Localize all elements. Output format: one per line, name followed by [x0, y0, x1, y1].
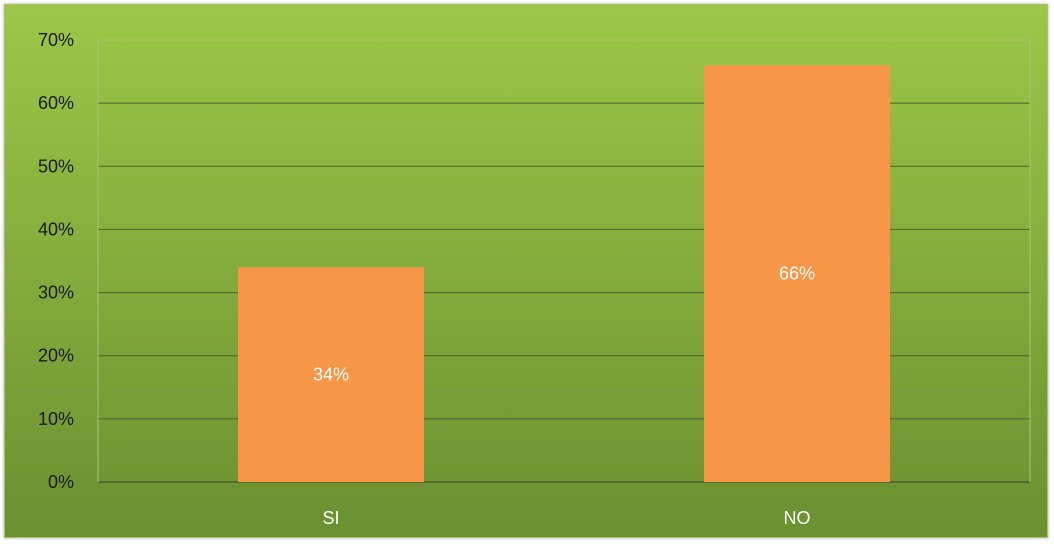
x-category-label-si: SI — [322, 508, 339, 528]
y-tick-label: 20% — [38, 346, 74, 366]
y-axis-tick-labels: 0% 10% 20% 30% 40% 50% 60% 70% — [38, 30, 74, 492]
data-label-no: 66% — [779, 264, 815, 284]
bar-no — [704, 65, 890, 482]
y-tick-label: 40% — [38, 219, 74, 239]
data-label-si: 34% — [313, 365, 349, 385]
gridlines — [97, 39, 1031, 483]
y-tick-label: 0% — [48, 472, 74, 492]
y-tick-label: 30% — [38, 283, 74, 303]
y-tick-label: 50% — [38, 156, 74, 176]
y-tick-label: 10% — [38, 409, 74, 429]
bars — [238, 65, 890, 482]
bar-si — [238, 267, 424, 482]
y-tick-label: 60% — [38, 93, 74, 113]
data-labels: 34% 66% — [313, 264, 815, 385]
x-axis-category-labels: SI NO — [322, 508, 810, 528]
y-tick-label: 70% — [38, 30, 74, 50]
x-category-label-no: NO — [784, 508, 811, 528]
